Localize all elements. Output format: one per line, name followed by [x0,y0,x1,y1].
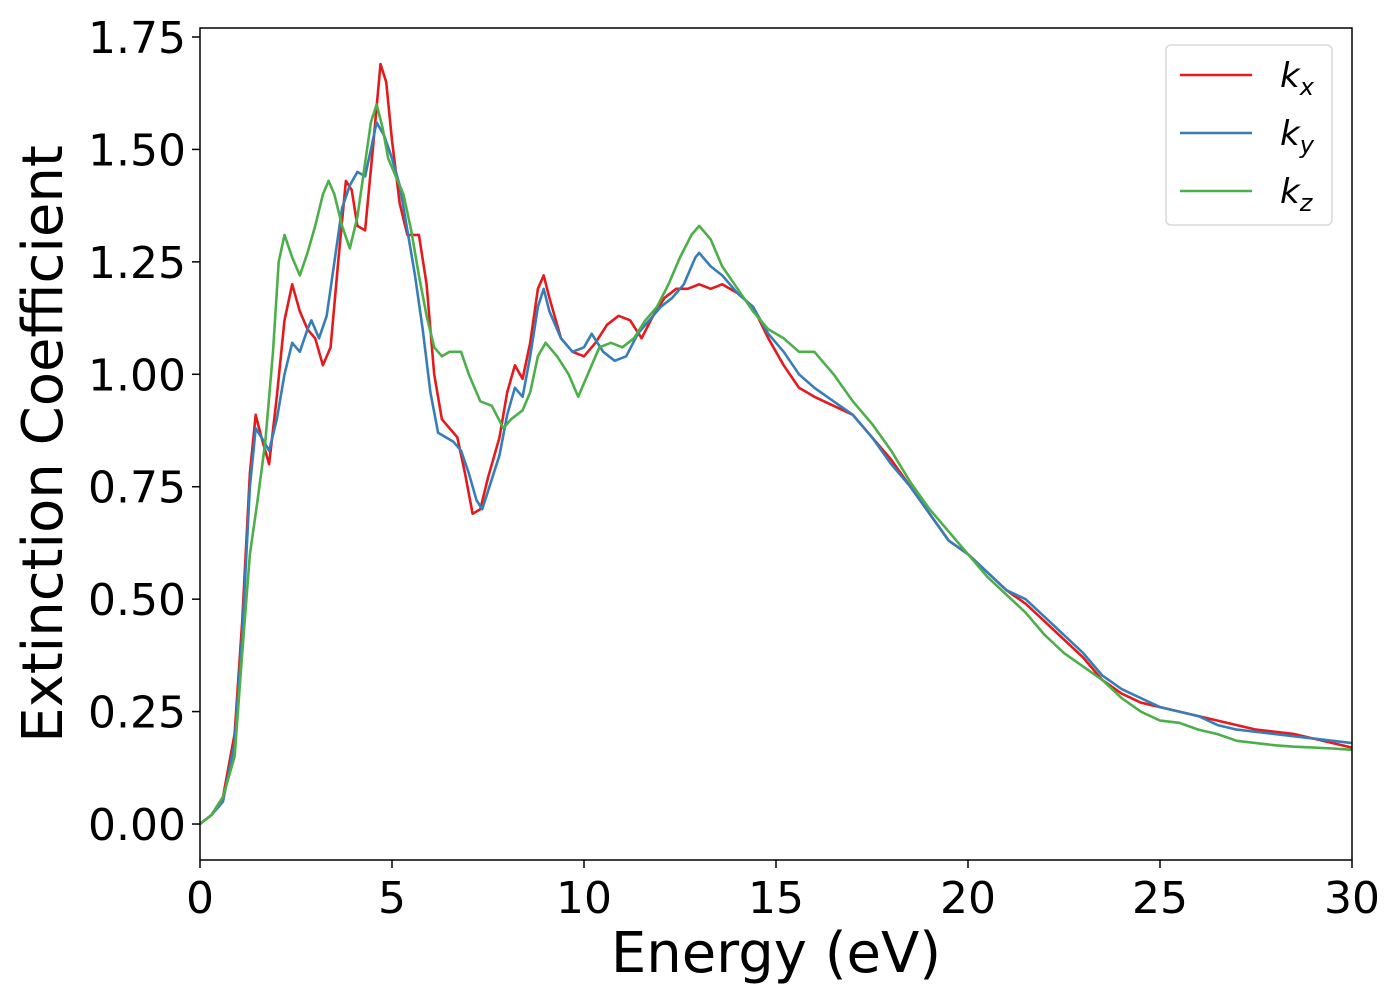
series-line-ky [200,121,1352,826]
y-tick-label: 0.75 [88,463,186,514]
x-tick-label: 0 [186,873,214,924]
x-tick-label: 20 [940,873,996,924]
legend: kx ky kz [1165,44,1333,226]
y-tick-label: 0.50 [88,575,186,626]
y-tick-label: 1.50 [88,125,186,176]
x-tick-label: 15 [748,873,804,924]
x-axis: 0 5 10 15 20 25 30 [186,860,1380,924]
legend-label-ky: ky [1280,114,1315,159]
y-axis: 0.00 0.25 0.50 0.75 1.00 1.25 1.50 1.75 [88,13,200,851]
legend-label-kx: kx [1280,56,1315,101]
series-layer [200,62,1352,826]
series-line-kz [200,103,1352,826]
x-tick-label: 5 [378,873,406,924]
legend-label-kz: kz [1280,172,1314,217]
x-tick-label: 30 [1324,873,1380,924]
y-tick-label: 0.00 [88,800,186,851]
y-tick-label: 1.75 [88,13,186,64]
y-tick-label: 0.25 [88,688,186,739]
y-tick-label: 1.00 [88,350,186,401]
x-tick-label: 10 [556,873,612,924]
legend-box [1165,44,1333,226]
x-axis-title: Energy (eV) [611,921,941,986]
x-tick-label: 25 [1132,873,1188,924]
y-axis-title: Extinction Coefficient [11,145,76,743]
y-tick-label: 1.25 [88,238,186,289]
